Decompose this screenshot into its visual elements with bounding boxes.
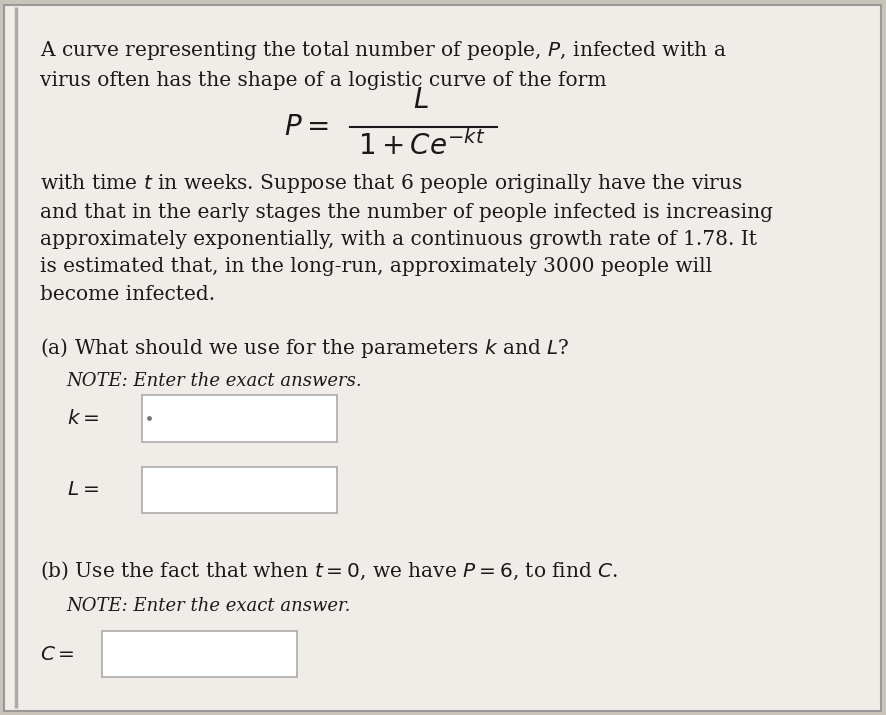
Text: $P =$: $P =$ (284, 114, 328, 141)
FancyBboxPatch shape (102, 631, 297, 678)
Text: $L =$: $L =$ (66, 480, 98, 499)
Text: (b) Use the fact that when $t = 0$, we have $P = 6$, to find $C$.: (b) Use the fact that when $t = 0$, we h… (40, 559, 618, 581)
Text: NOTE: Enter the exact answer.: NOTE: Enter the exact answer. (66, 597, 351, 615)
Text: A curve representing the total number of people, $P$, infected with a
virus ofte: A curve representing the total number of… (40, 39, 726, 89)
FancyBboxPatch shape (4, 5, 880, 711)
Text: $k =$: $k =$ (66, 409, 98, 428)
FancyBboxPatch shape (142, 395, 337, 442)
Text: (a) What should we use for the parameters $k$ and $L$?: (a) What should we use for the parameter… (40, 336, 569, 360)
Text: NOTE: Enter the exact answers.: NOTE: Enter the exact answers. (66, 372, 361, 390)
Text: $C =$: $C =$ (40, 645, 74, 664)
Text: $1 + Ce^{-kt}$: $1 + Ce^{-kt}$ (357, 130, 485, 161)
FancyBboxPatch shape (142, 467, 337, 513)
Text: with time $t$ in weeks. Suppose that 6 people originally have the virus
and that: with time $t$ in weeks. Suppose that 6 p… (40, 172, 772, 304)
Text: $L$: $L$ (413, 87, 429, 114)
